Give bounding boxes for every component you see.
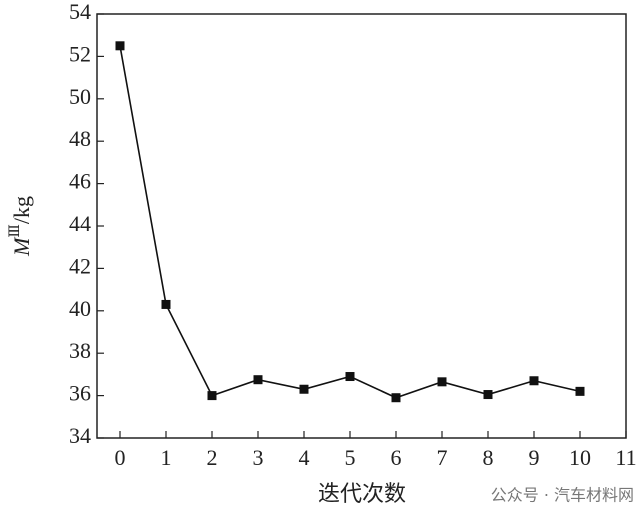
y-tick-label: 54 [69,0,91,24]
y-tick-label: 34 [69,423,91,448]
plot-frame [96,13,627,439]
y-tick-label: 40 [69,296,91,321]
y-tick-label: 44 [69,211,91,236]
series-line [119,45,581,399]
y-axis-label: MⅢ/kg [8,196,34,257]
x-tick-label: 5 [345,445,356,470]
y-tick-label: 46 [69,169,91,194]
watermark: 公众号 · 汽车材料网 [491,486,634,505]
point-marker [575,386,585,396]
point-marker [207,391,217,401]
x-tick-label: 9 [529,445,540,470]
y-tick-label: 36 [69,381,91,406]
point-marker [437,377,447,387]
y-tick-label: 48 [69,126,91,151]
y-tick-label: 38 [69,338,91,363]
y-label-unit: /kg [9,196,34,224]
x-tick-label: 2 [207,445,218,470]
x-tick-label: 11 [615,445,636,470]
point-marker [345,372,355,382]
x-tick-label: 4 [299,445,310,470]
y-label-main: M [9,236,34,257]
point-marker [253,375,263,385]
point-marker [161,299,171,309]
y-tick-label: 50 [69,84,91,109]
x-tick-label: 8 [483,445,494,470]
x-tick-label: 3 [253,445,264,470]
x-tick-label: 6 [391,445,402,470]
point-marker [529,376,539,386]
y-tick-label: 52 [69,41,91,66]
x-axis-label: 迭代次数 [318,481,406,506]
y-tick-label: 42 [69,253,91,278]
x-tick-label: 7 [437,445,448,470]
point-marker [115,41,125,51]
x-tick-label: 1 [161,445,172,470]
x-tick-label: 10 [569,445,591,470]
y-label-sup: Ⅲ [8,224,23,238]
point-marker [299,384,309,394]
point-marker [391,393,401,403]
point-marker [483,390,493,400]
x-tick-label: 0 [115,445,126,470]
